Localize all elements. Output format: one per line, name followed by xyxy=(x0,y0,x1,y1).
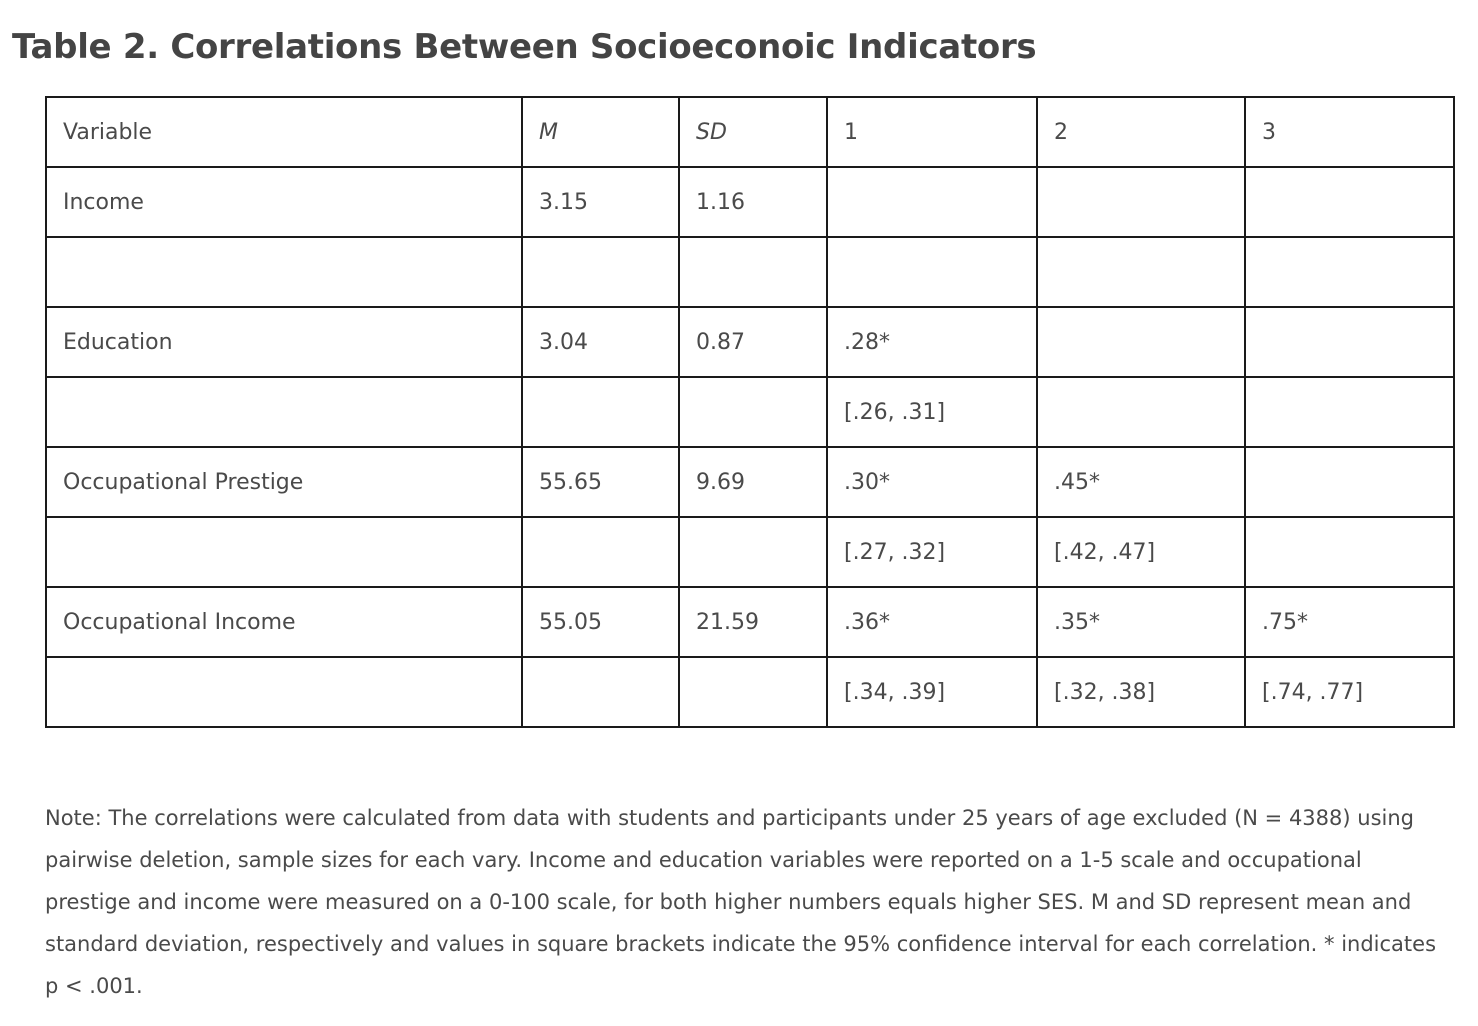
table-cell xyxy=(678,516,828,588)
table-note: Note: The correlations were calculated f… xyxy=(45,806,1437,998)
table-cell: [.27, .32] xyxy=(826,516,1038,588)
table-cell: 0.87 xyxy=(678,306,828,378)
table-cell xyxy=(45,236,523,308)
table-cell xyxy=(1244,446,1455,518)
table-title: Table 2. Correlations Between Socioecono… xyxy=(12,27,1037,67)
table-cell: .36* xyxy=(826,586,1038,658)
table-cell xyxy=(1244,376,1455,448)
header-cell-mean: M xyxy=(521,96,680,168)
correlation-table: Variable M SD 1 2 3 Income 3.15 1.16 Edu… xyxy=(45,96,1455,728)
table-cell xyxy=(1036,236,1246,308)
table-row: [.26, .31] xyxy=(45,376,1455,448)
header-cell-sd: SD xyxy=(678,96,828,168)
table-cell: [.74, .77] xyxy=(1244,656,1455,728)
table-cell: .35* xyxy=(1036,586,1246,658)
table-cell: [.32, .38] xyxy=(1036,656,1246,728)
table-cell: 9.69 xyxy=(678,446,828,518)
table-cell xyxy=(521,516,680,588)
table-cell xyxy=(1244,306,1455,378)
table-row: Education 3.04 0.87 .28* xyxy=(45,306,1455,378)
table-row xyxy=(45,236,1455,308)
table-cell: 1.16 xyxy=(678,166,828,238)
table-cell xyxy=(1036,306,1246,378)
table-cell xyxy=(678,376,828,448)
header-cell-1: 1 xyxy=(826,96,1038,168)
table-cell: Education xyxy=(45,306,523,378)
table-cell xyxy=(521,236,680,308)
table-cell: 3.15 xyxy=(521,166,680,238)
table-cell: 55.05 xyxy=(521,586,680,658)
table-cell: .75* xyxy=(1244,586,1455,658)
table-cell: .28* xyxy=(826,306,1038,378)
header-cell-variable: Variable xyxy=(45,96,523,168)
table-row: [.34, .39] [.32, .38] [.74, .77] xyxy=(45,656,1455,728)
table-cell xyxy=(1244,516,1455,588)
table-cell xyxy=(1244,236,1455,308)
table-cell xyxy=(521,656,680,728)
table-cell xyxy=(45,376,523,448)
table-cell: Occupational Prestige xyxy=(45,446,523,518)
table-cell: .30* xyxy=(826,446,1038,518)
table-cell xyxy=(1036,376,1246,448)
table-cell: [.42, .47] xyxy=(1036,516,1246,588)
table-cell: .45* xyxy=(1036,446,1246,518)
table-cell: Income xyxy=(45,166,523,238)
table-cell xyxy=(678,236,828,308)
table-cell xyxy=(826,236,1038,308)
table-cell xyxy=(45,656,523,728)
table-cell xyxy=(1036,166,1246,238)
table-cell: [.26, .31] xyxy=(826,376,1038,448)
table-row: Occupational Prestige 55.65 9.69 .30* .4… xyxy=(45,446,1455,518)
table-cell: 21.59 xyxy=(678,586,828,658)
table-cell: [.34, .39] xyxy=(826,656,1038,728)
table-row: Income 3.15 1.16 xyxy=(45,166,1455,238)
header-cell-3: 3 xyxy=(1244,96,1455,168)
table-header-row: Variable M SD 1 2 3 xyxy=(45,96,1455,168)
table-row: Occupational Income 55.05 21.59 .36* .35… xyxy=(45,586,1455,658)
header-cell-2: 2 xyxy=(1036,96,1246,168)
table-row: [.27, .32] [.42, .47] xyxy=(45,516,1455,588)
table-cell xyxy=(521,376,680,448)
table-cell: 3.04 xyxy=(521,306,680,378)
table-cell xyxy=(1244,166,1455,238)
table-cell xyxy=(826,166,1038,238)
table-cell: 55.65 xyxy=(521,446,680,518)
table-cell: Occupational Income xyxy=(45,586,523,658)
table-cell xyxy=(45,516,523,588)
table-cell xyxy=(678,656,828,728)
